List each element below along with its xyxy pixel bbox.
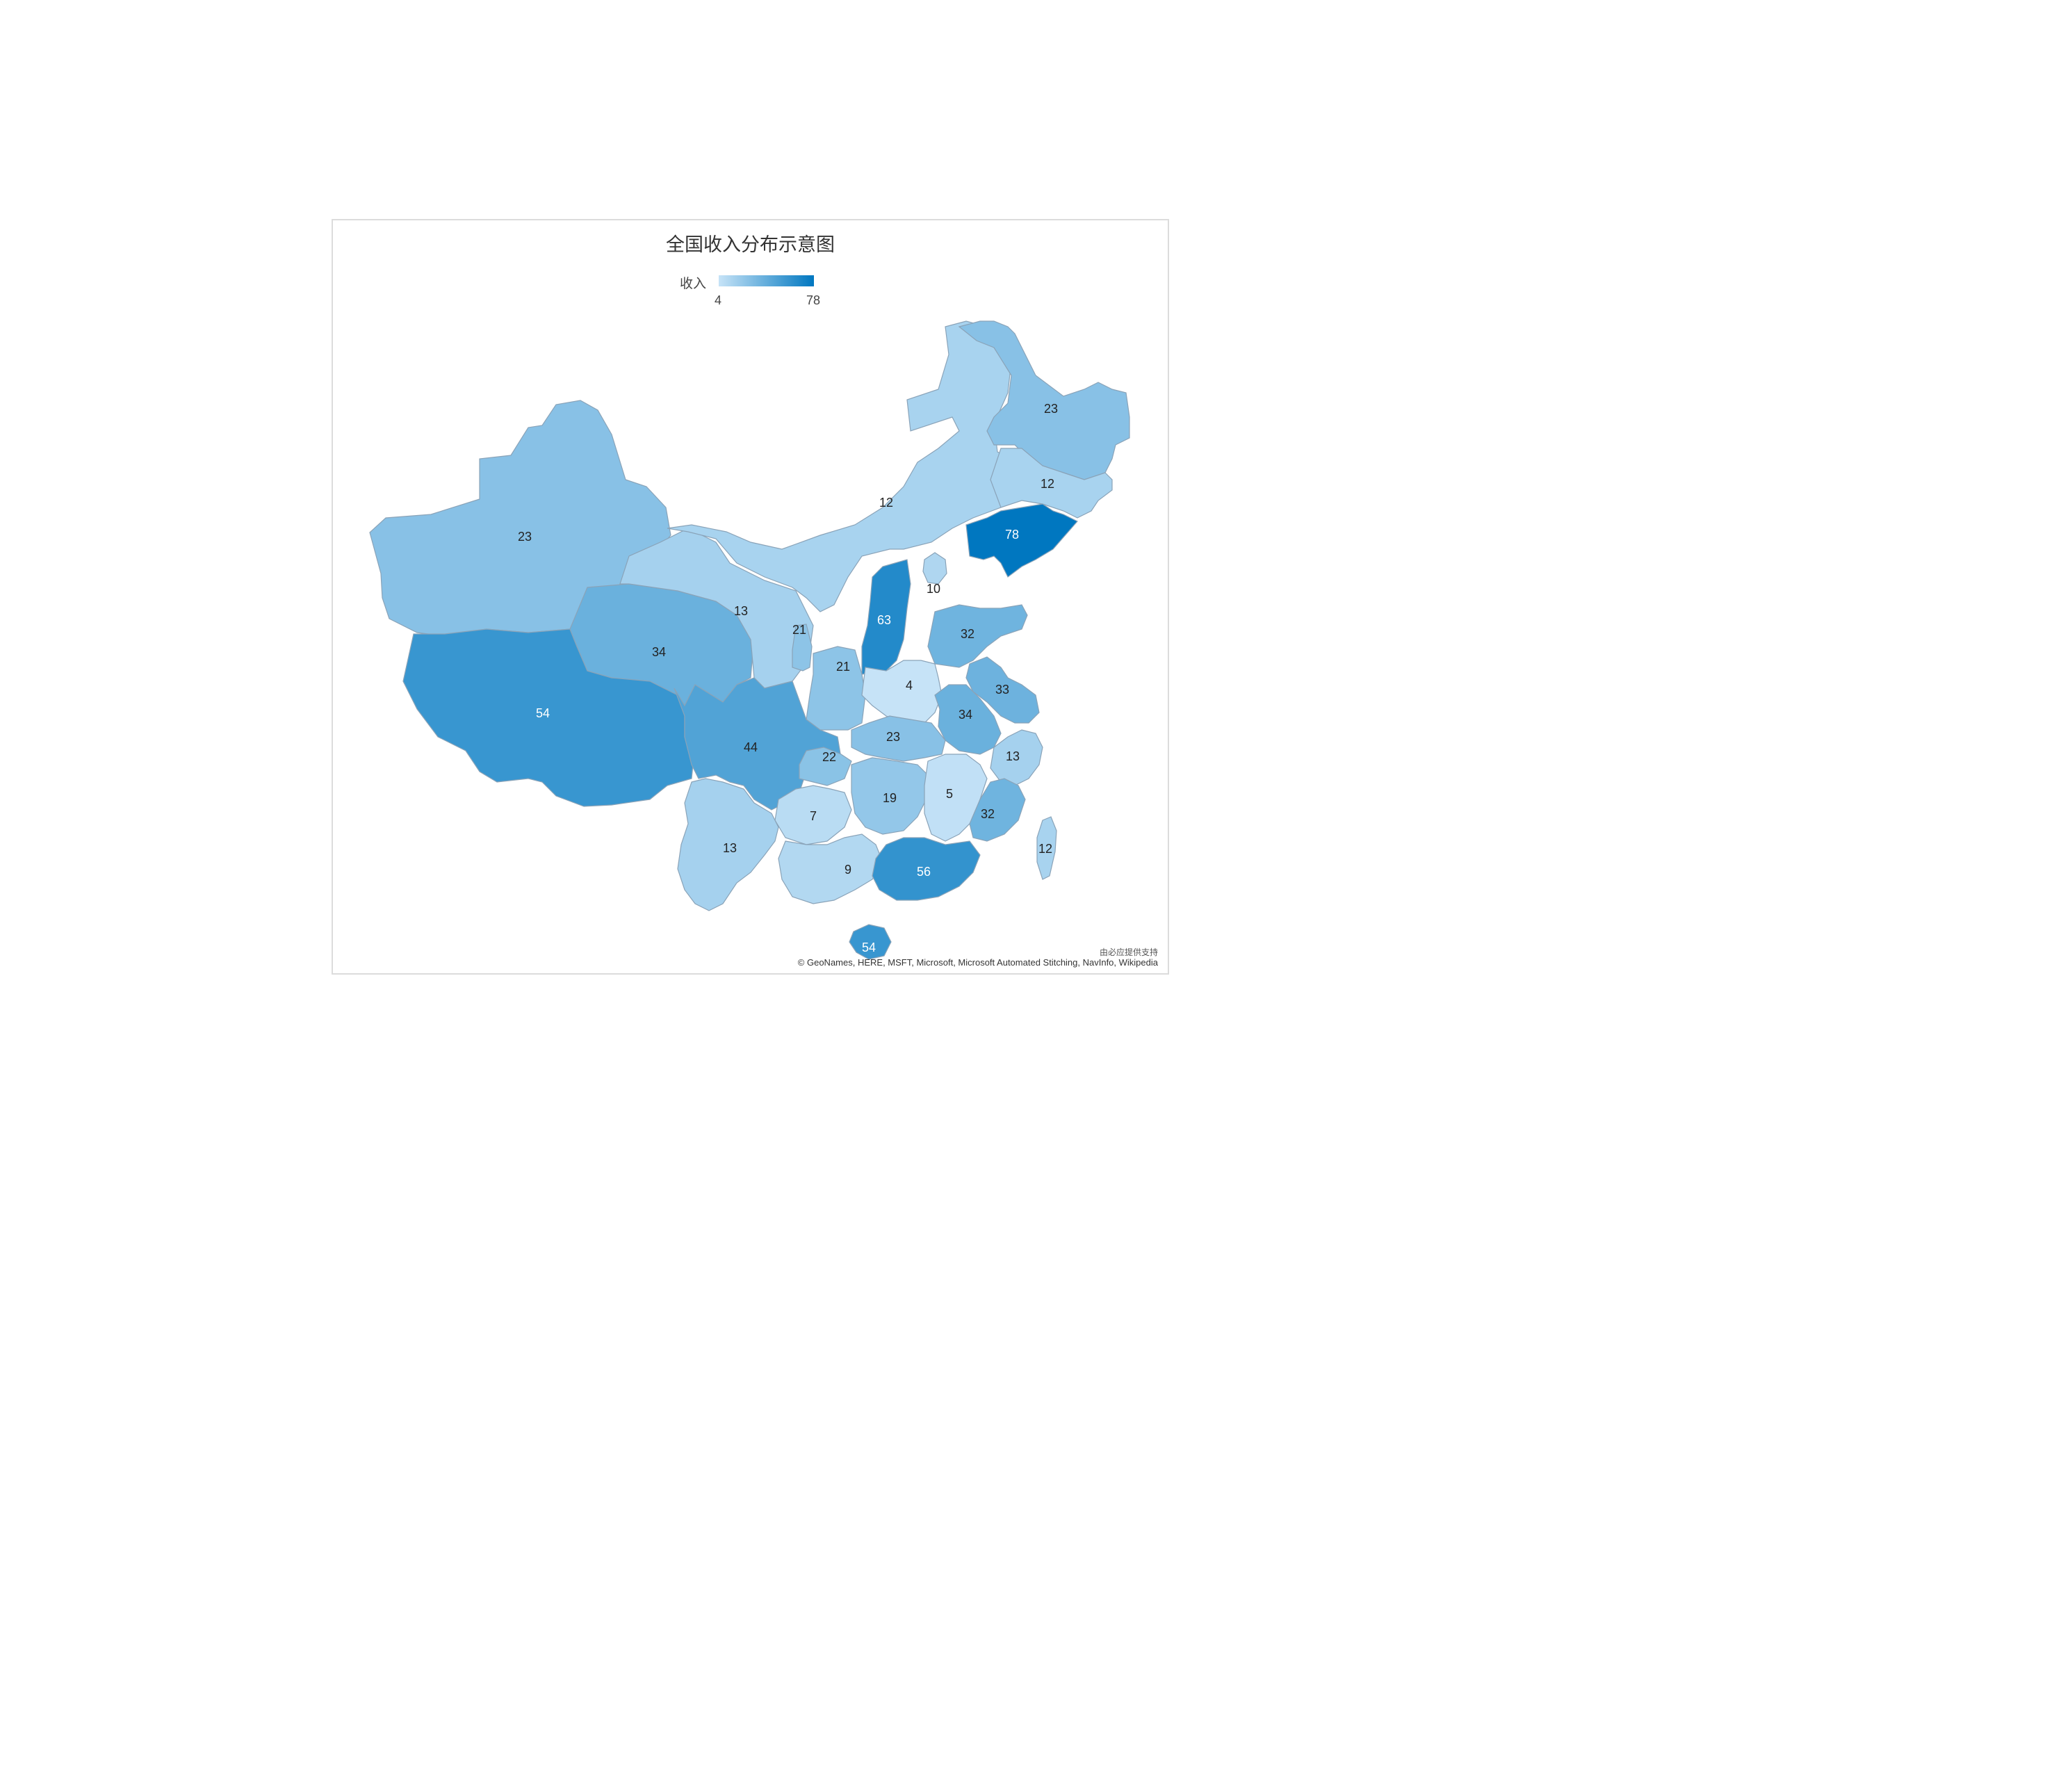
map-provider-credit: 由必应提供支持 — [1099, 947, 1158, 957]
region-7[interactable] — [965, 503, 1078, 578]
region-value-label: 12 — [1041, 477, 1054, 491]
region-value-label: 32 — [981, 807, 995, 821]
region-value-label: 56 — [917, 865, 931, 879]
region-value-label: 12 — [879, 496, 893, 510]
legend-gradient-bar — [719, 275, 814, 286]
region-value-label: 63 — [877, 613, 891, 627]
region-value-label: 21 — [792, 623, 806, 637]
region-18[interactable] — [799, 747, 852, 786]
region-23[interactable] — [774, 785, 852, 845]
region-24[interactable] — [677, 778, 779, 911]
region-value-label: 54 — [862, 941, 876, 954]
region-4[interactable] — [667, 320, 1022, 612]
region-value-label: 32 — [961, 627, 974, 641]
region-10[interactable] — [861, 559, 911, 675]
map-attribution: © GeoNames, HERE, MSFT, Microsoft, Micro… — [797, 957, 1158, 968]
region-value-label: 13 — [734, 604, 748, 618]
region-6[interactable] — [990, 448, 1113, 519]
region-value-label: 22 — [822, 750, 836, 764]
legend-min: 4 — [715, 293, 722, 307]
map-title: 全国收入分布示意图 — [666, 234, 835, 256]
region-25[interactable] — [778, 833, 883, 904]
region-9[interactable] — [806, 646, 866, 731]
region-value-label: 34 — [958, 708, 972, 722]
region-value-label: 23 — [1044, 402, 1058, 416]
region-value-label: 21 — [836, 660, 850, 674]
region-20[interactable] — [851, 757, 929, 835]
region-11[interactable] — [922, 552, 947, 585]
region-value-label: 54 — [536, 706, 550, 720]
region-value-label: 13 — [1006, 749, 1020, 763]
region-value-label: 78 — [1005, 528, 1019, 542]
legend-max: 78 — [806, 293, 821, 307]
region-27[interactable] — [1036, 816, 1057, 880]
region-value-label: 7 — [810, 809, 817, 823]
region-28[interactable] — [849, 924, 892, 960]
region-value-label: 34 — [652, 645, 666, 659]
region-16[interactable] — [851, 715, 946, 762]
region-value-label: 23 — [518, 530, 532, 544]
region-19[interactable] — [990, 729, 1043, 786]
region-value-label: 19 — [883, 791, 897, 805]
region-value-label: 33 — [995, 683, 1009, 697]
region-5[interactable] — [958, 320, 1130, 480]
region-13[interactable] — [861, 660, 943, 724]
region-value-label: 23 — [886, 730, 900, 744]
legend-label: 收入 — [680, 276, 707, 291]
region-12[interactable] — [927, 604, 1028, 668]
region-value-label: 4 — [906, 678, 913, 692]
region-value-label: 10 — [927, 582, 940, 596]
region-value-label: 13 — [723, 841, 737, 855]
region-26[interactable] — [872, 837, 981, 901]
region-value-label: 9 — [845, 863, 851, 877]
region-value-label: 12 — [1038, 842, 1052, 856]
region-8[interactable] — [792, 624, 813, 672]
region-value-label: 5 — [946, 787, 953, 801]
region-22[interactable] — [969, 778, 1026, 842]
region-value-label: 44 — [744, 740, 758, 754]
